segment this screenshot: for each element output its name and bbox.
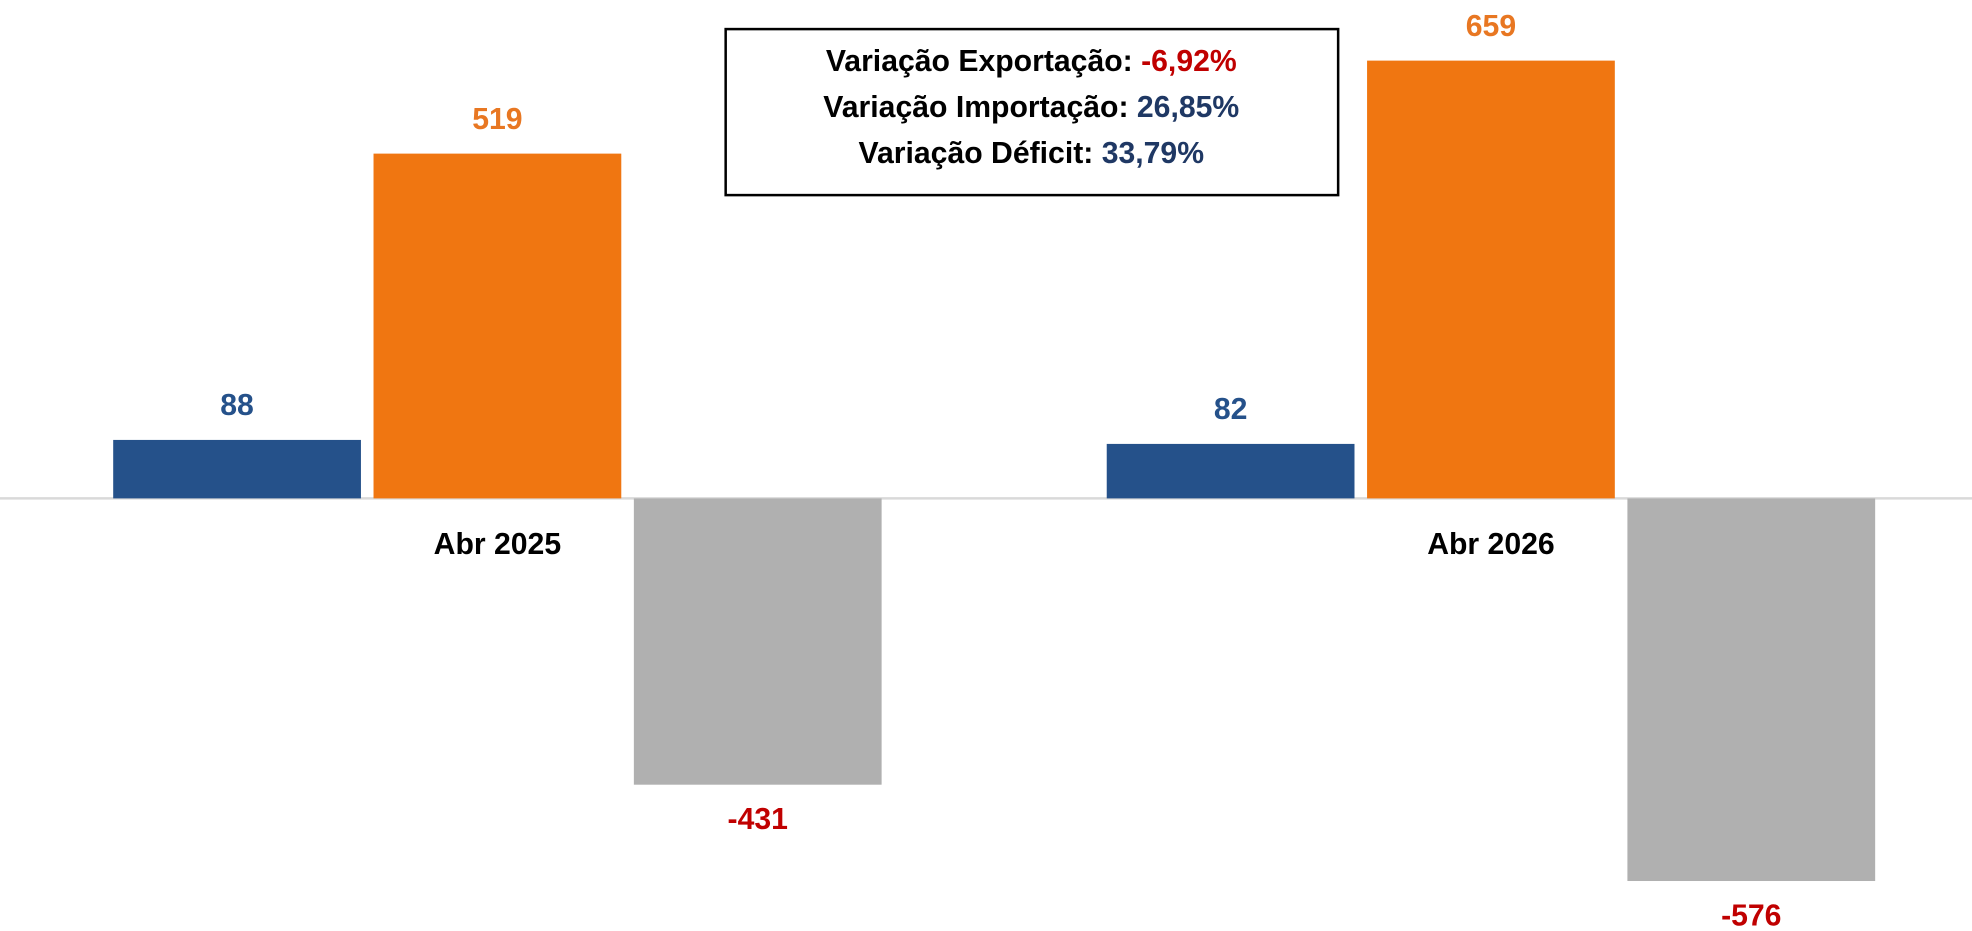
annotation-label: Variação Importação:	[823, 91, 1128, 124]
x-tick-label: Abr 2025	[434, 528, 561, 561]
bar	[633, 498, 882, 785]
bar	[1106, 443, 1355, 499]
bar	[373, 153, 622, 499]
bar	[1627, 498, 1876, 882]
data-label: 88	[220, 389, 254, 422]
annotation: Variação Importação: 26,85%	[823, 91, 1239, 124]
annotation-value: 26,85%	[1137, 91, 1240, 124]
bar	[1367, 60, 1615, 499]
data-label: 659	[1466, 10, 1516, 43]
annotation-label: Variação Déficit:	[859, 137, 1094, 170]
bar	[113, 439, 361, 499]
data-label: -576	[1721, 899, 1781, 931]
annotation: Variação Exportação: -6,92%	[826, 45, 1237, 78]
annotation-label: Variação Exportação:	[826, 45, 1133, 78]
data-label: 82	[1214, 393, 1248, 426]
annotation: Variação Déficit: 33,79%	[859, 137, 1205, 170]
annotation-box	[724, 27, 1340, 197]
annotation-value: -6,92%	[1141, 45, 1237, 78]
annotation-value: 33,79%	[1102, 137, 1205, 170]
data-label: -431	[728, 803, 788, 836]
data-label: 519	[472, 103, 522, 136]
x-tick-label: Abr 2026	[1427, 528, 1554, 561]
